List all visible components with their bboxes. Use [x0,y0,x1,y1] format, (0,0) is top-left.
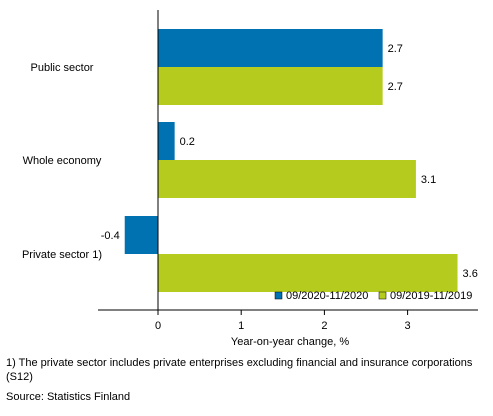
legend-label: 09/2020-11/2020 [286,290,368,302]
data-label: 3.1 [421,174,436,186]
data-label: -0.4 [101,230,120,242]
bar-chart: Public sector Whole economy Private sector… [22,10,478,348]
bar-series-2 [158,67,383,105]
legend-label: 09/2019-11/2019 [390,290,472,302]
x-tick-label: 1 [238,320,244,332]
footnote: 1) The private sector includes private e… [6,357,473,383]
category-label: Whole economy [23,155,102,167]
x-tick-label: 2 [321,320,327,332]
category-label: Public sector [31,62,94,74]
bar-series-1 [158,122,175,160]
legend-swatch [378,291,387,300]
bar-series-2 [158,160,416,198]
bar-series-1 [158,29,383,67]
bar-series-1 [124,216,158,254]
source-note: Source: Statistics Finland [6,391,131,403]
legend: 09/2020-11/2020 09/2019-11/2019 [274,290,472,302]
legend-swatch [274,291,283,300]
data-label: 2.7 [388,43,403,55]
x-axis-title: Year-on-year change, % [231,336,349,348]
x-tick-label: 3 [405,320,411,332]
data-label: 3.6 [463,268,478,280]
data-label: 0.2 [180,136,195,148]
bar-series-2 [158,254,458,292]
category-label: Private sector 1) [22,249,102,261]
data-label: 2.7 [388,81,403,93]
x-tick-label: 0 [155,320,161,332]
